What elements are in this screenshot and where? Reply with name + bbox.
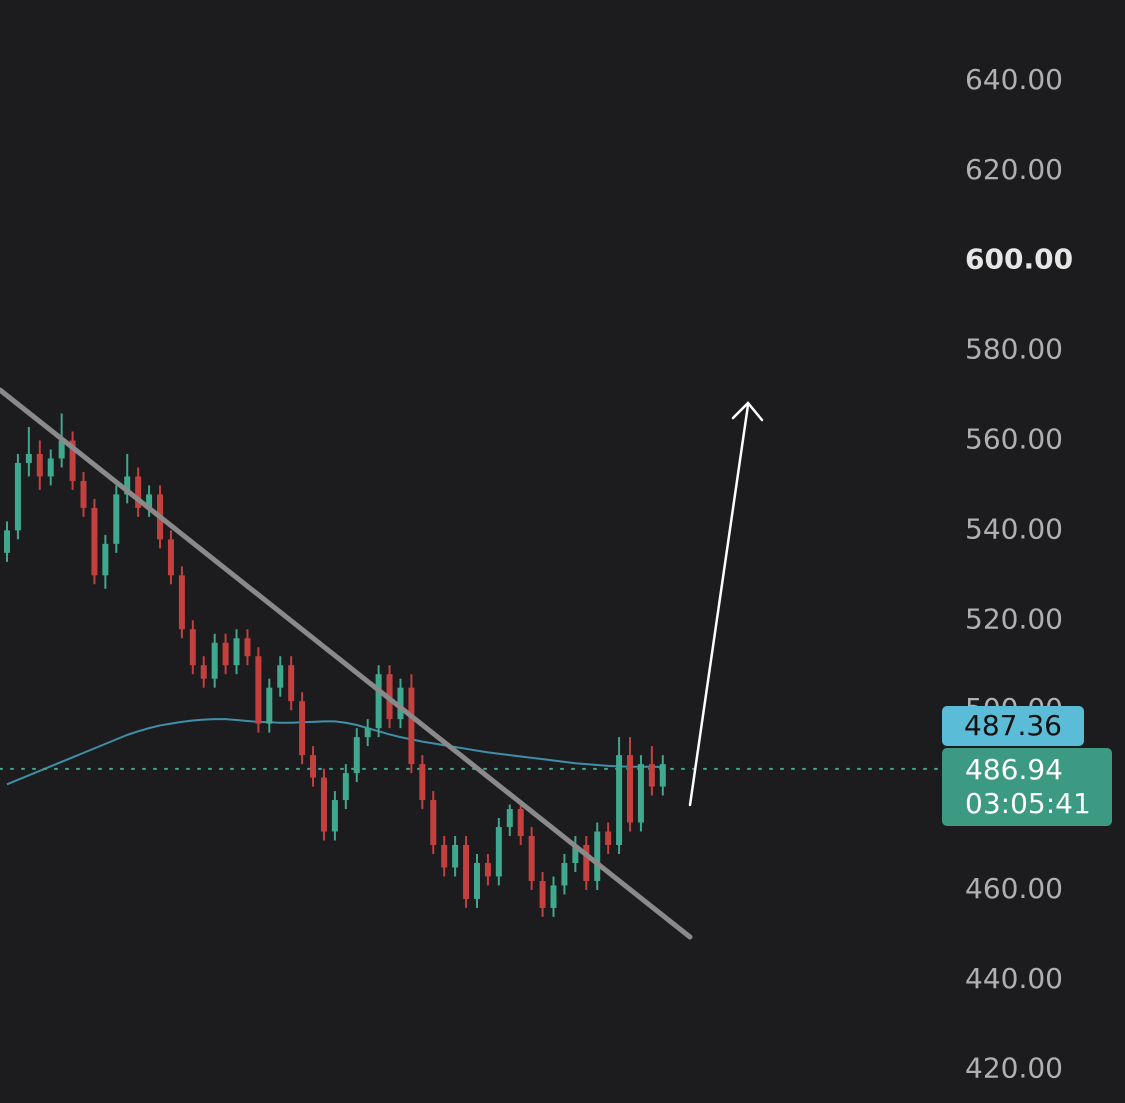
price-badge-label: 486.94 xyxy=(965,753,1063,786)
candle-body xyxy=(353,737,360,774)
countdown-label: 03:05:41 xyxy=(965,787,1091,820)
candle-body xyxy=(299,701,306,756)
candle-body xyxy=(441,845,448,868)
candle-body xyxy=(452,845,459,868)
candle-body xyxy=(594,831,601,881)
candle-body xyxy=(561,862,568,886)
candle-body xyxy=(244,638,251,657)
candle-body xyxy=(189,629,196,666)
y-tick-label: 600.00 xyxy=(965,243,1073,276)
y-tick-label: 580.00 xyxy=(965,333,1063,366)
candle-body xyxy=(430,800,437,846)
candle-body xyxy=(583,845,590,881)
candle-body xyxy=(255,656,262,724)
candle-body xyxy=(616,755,623,846)
candle-body xyxy=(397,687,404,720)
candle-body xyxy=(69,440,76,481)
candle-body xyxy=(528,836,535,881)
candle-body xyxy=(102,543,109,576)
y-tick-label: 520.00 xyxy=(965,602,1063,635)
candle-body xyxy=(648,764,655,787)
ma-badge xyxy=(942,706,1084,746)
candle-body xyxy=(211,642,218,679)
candle-body xyxy=(178,575,185,630)
candle-body xyxy=(266,687,273,724)
candle-body xyxy=(14,462,21,531)
candle-body xyxy=(627,755,634,823)
moving-average-line xyxy=(6,718,663,786)
candle-body xyxy=(167,539,174,576)
candle-body xyxy=(495,827,502,877)
candle-body xyxy=(135,476,142,508)
ma-badge-label: 487.36 xyxy=(964,709,1062,742)
candle-body xyxy=(550,885,557,908)
candle-body xyxy=(605,831,612,846)
candle-body xyxy=(277,665,284,688)
y-tick-label: 420.00 xyxy=(965,1052,1063,1085)
y-tick-label: 620.00 xyxy=(965,153,1063,186)
candle-body xyxy=(364,728,371,738)
candle-body xyxy=(91,507,98,576)
candle-body xyxy=(484,862,491,877)
y-tick-label: 440.00 xyxy=(965,962,1063,995)
candle-body xyxy=(342,773,349,801)
candle-body xyxy=(25,453,32,463)
y-tick-label: 460.00 xyxy=(965,872,1063,905)
candle-body xyxy=(637,764,644,823)
candle-body xyxy=(47,458,54,477)
candle-body xyxy=(320,777,327,832)
candle-body xyxy=(310,755,317,778)
candle-body xyxy=(659,764,666,787)
candle-body xyxy=(331,800,338,832)
y-tick-label: 560.00 xyxy=(965,422,1063,455)
candle-body xyxy=(419,764,426,801)
candle-body xyxy=(572,845,579,863)
candle-body xyxy=(506,809,513,828)
candle-body xyxy=(36,453,43,477)
candle-body xyxy=(146,494,153,508)
candle-body xyxy=(288,665,295,702)
candle-body xyxy=(80,480,87,508)
candle-body xyxy=(473,862,480,899)
y-tick-label: 640.00 xyxy=(965,63,1063,96)
candle-body xyxy=(375,674,382,729)
candle-body xyxy=(4,530,10,553)
candle-body xyxy=(113,494,120,544)
candle-body xyxy=(408,687,415,765)
candle-body xyxy=(233,638,240,666)
candle-body xyxy=(200,665,207,679)
y-tick-label: 540.00 xyxy=(965,512,1063,545)
price-badge xyxy=(942,748,1112,826)
trendline xyxy=(0,387,693,940)
arrow xyxy=(688,401,764,807)
candle-body xyxy=(58,440,65,459)
candle-body xyxy=(539,880,546,908)
candle-body xyxy=(222,642,229,666)
candle-body xyxy=(124,476,131,495)
y-axis: 420.00440.00460.00480.00500.00520.00540.… xyxy=(942,63,1112,1085)
candle-body xyxy=(463,845,470,899)
candle-body xyxy=(517,809,524,837)
